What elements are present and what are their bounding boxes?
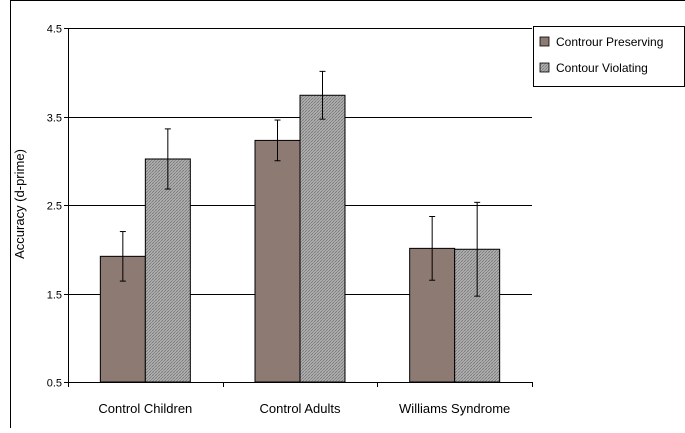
legend-box (533, 26, 685, 87)
y-tick-label: 3.5 (47, 113, 62, 125)
y-tick-labels: 0.5 1.5 2.5 3.5 4.5 (47, 24, 62, 390)
y-tick-label: 2.5 (47, 201, 62, 213)
legend-label-contour-violating: Contour Violating (556, 61, 648, 75)
legend-swatch-contour-preserving (539, 36, 550, 47)
bar-contour-violating (144, 158, 191, 383)
y-tick-label: 0.5 (47, 378, 62, 390)
category-labels: Control Children Control Adults Williams S… (98, 401, 510, 416)
bar-contour-violating (299, 94, 346, 383)
x-category-label: Control Adults (260, 401, 341, 416)
legend-label-contour-preserving: Controur Preserving (556, 35, 663, 49)
error-bars (119, 70, 481, 297)
legend-swatch-contour-violating (539, 62, 550, 73)
y-tick-label: 4.5 (47, 24, 62, 36)
y-tick-label: 1.5 (47, 290, 62, 302)
legend: Controur Preserving Contour Violating (533, 26, 685, 87)
y-axis-title: Accuracy (d-prime) (12, 149, 27, 259)
axes (64, 28, 533, 387)
bars (99, 94, 501, 383)
bar-contour-preserving (254, 139, 301, 383)
x-category-label: Control Children (98, 401, 192, 416)
x-category-label: Williams Syndrome (399, 401, 510, 416)
